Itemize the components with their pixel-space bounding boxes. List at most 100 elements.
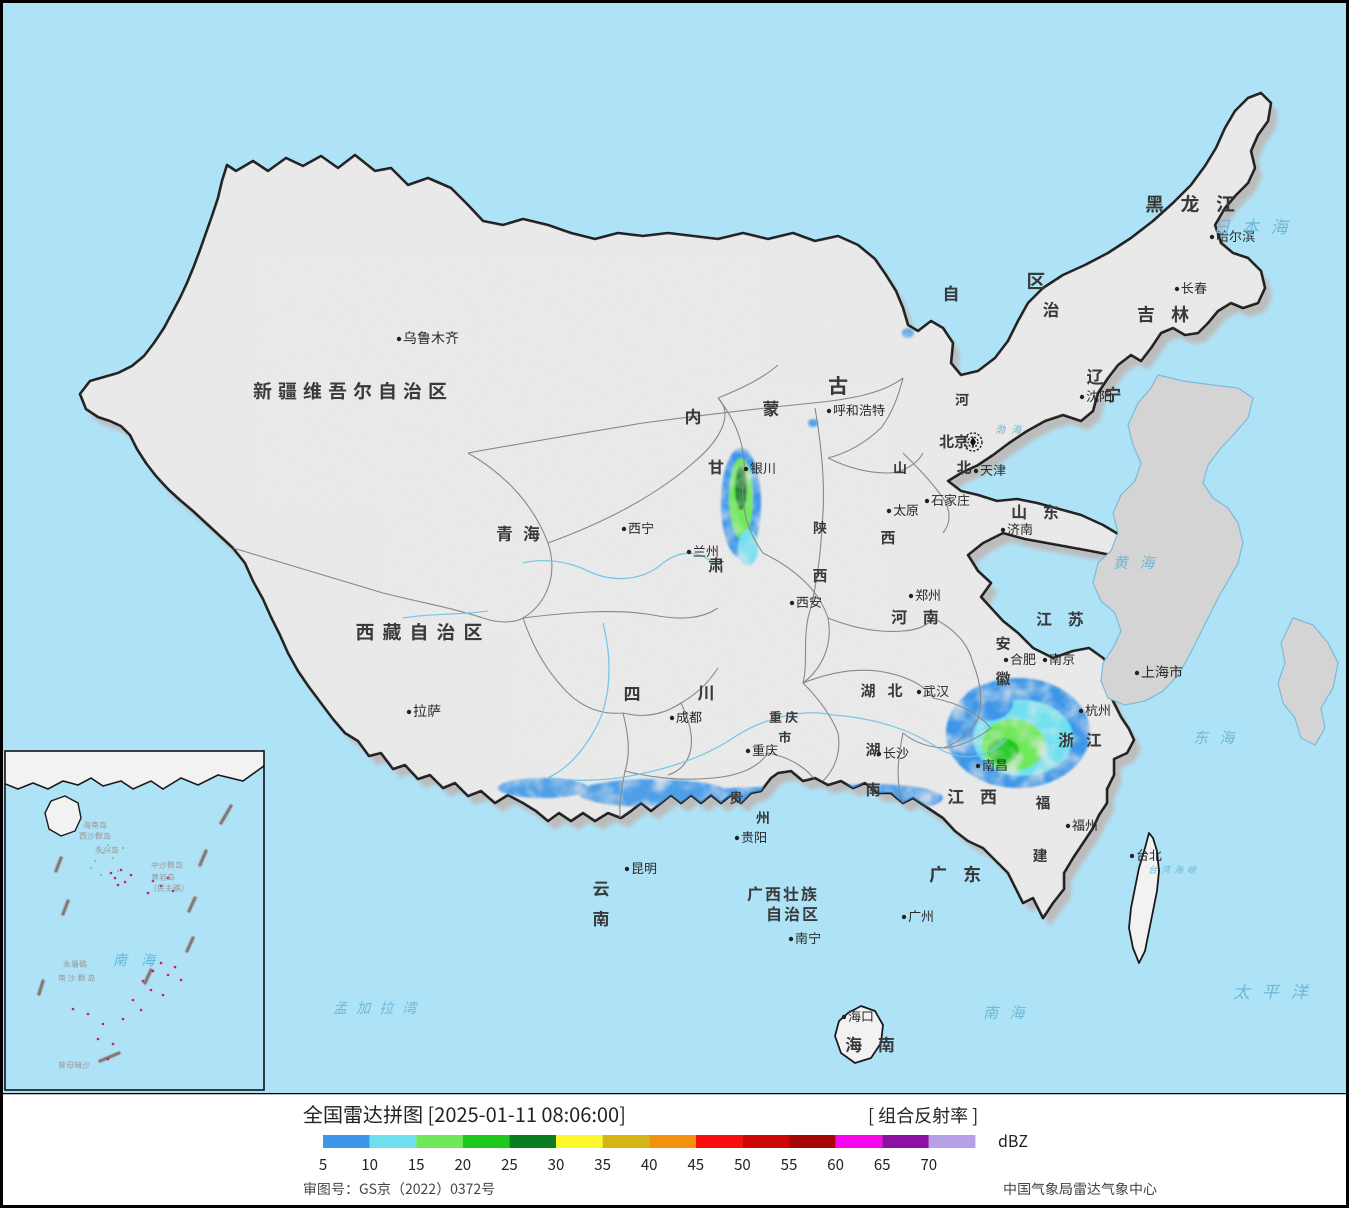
svg-text:自治区: 自治区 [766, 901, 820, 925]
svg-text:65: 65 [874, 1154, 891, 1175]
svg-text:银川: 银川 [750, 458, 776, 477]
svg-text:重庆: 重庆 [769, 707, 801, 726]
svg-text:山: 山 [893, 458, 907, 478]
svg-text:南 沙 群 岛: 南 沙 群 岛 [58, 973, 95, 984]
svg-text:南京: 南京 [1049, 649, 1075, 668]
svg-text:济南: 济南 [1007, 519, 1033, 538]
svg-text:河 南: 河 南 [891, 604, 945, 628]
svg-text:上海市: 上海市 [1141, 662, 1183, 682]
svg-text:市: 市 [778, 727, 791, 746]
svg-text:沈阳: 沈阳 [1086, 386, 1112, 405]
svg-text:西安: 西安 [796, 592, 822, 611]
svg-text:区: 区 [1026, 267, 1045, 294]
svg-text:海口: 海口 [848, 1006, 874, 1025]
svg-text:60: 60 [827, 1154, 844, 1175]
svg-text:川: 川 [698, 679, 715, 704]
svg-text:西沙群岛: 西沙群岛 [79, 831, 111, 842]
svg-text:太 平 洋: 太 平 洋 [1233, 978, 1312, 1003]
svg-text:南 海: 南 海 [113, 950, 157, 970]
svg-text:福: 福 [1035, 792, 1050, 813]
svg-text:55: 55 [781, 1154, 798, 1175]
svg-text:全国雷达拼图 [2025-01-11 08:06:00]: 全国雷达拼图 [2025-01-11 08:06:00] [303, 1099, 626, 1128]
svg-text:35: 35 [594, 1154, 611, 1175]
svg-text:南 海: 南 海 [983, 1002, 1028, 1023]
svg-text:50: 50 [734, 1154, 751, 1175]
svg-text:南: 南 [865, 779, 880, 800]
svg-text:永暑礁: 永暑礁 [63, 959, 87, 970]
svg-text:5: 5 [319, 1154, 327, 1175]
svg-text:合肥: 合肥 [1010, 649, 1036, 668]
svg-text:广 东: 广 东 [929, 861, 987, 887]
svg-text:北: 北 [887, 680, 902, 701]
svg-text:（民主礁）: （民主礁） [149, 883, 189, 894]
svg-text:贵: 贵 [729, 788, 743, 808]
svg-text:长沙: 长沙 [883, 743, 909, 762]
svg-text:古: 古 [828, 370, 848, 399]
svg-text:曾母暗沙: 曾母暗沙 [58, 1060, 90, 1071]
svg-text:渤 海: 渤 海 [995, 421, 1023, 436]
svg-text:中国气象局雷达气象中心: 中国气象局雷达气象中心 [1003, 1179, 1157, 1199]
svg-text:台北: 台北 [1136, 845, 1162, 864]
svg-text:30: 30 [548, 1154, 565, 1175]
svg-text:孟 加 拉 湾: 孟 加 拉 湾 [333, 998, 419, 1018]
svg-text:昆明: 昆明 [631, 858, 657, 877]
svg-text:杭州: 杭州 [1085, 700, 1111, 719]
svg-text:西宁: 西宁 [628, 518, 654, 537]
svg-text:乌鲁木齐: 乌鲁木齐 [403, 328, 459, 348]
svg-text:江 苏: 江 苏 [1036, 606, 1090, 630]
svg-text:海 南: 海 南 [845, 1031, 901, 1056]
svg-text:永兴岛: 永兴岛 [95, 845, 119, 856]
svg-text:太原: 太原 [893, 500, 919, 519]
svg-text:徽: 徽 [995, 668, 1010, 689]
svg-text:青海: 青海 [496, 520, 550, 545]
svg-text:南: 南 [593, 905, 610, 930]
svg-text:兰州: 兰州 [693, 541, 719, 560]
svg-text:陕: 陕 [813, 518, 827, 538]
svg-text:40: 40 [641, 1154, 658, 1175]
svg-text:黄 海: 黄 海 [1113, 552, 1158, 573]
svg-text:北京: 北京 [939, 431, 969, 452]
svg-text:长春: 长春 [1181, 278, 1207, 297]
svg-text:70: 70 [920, 1154, 937, 1175]
svg-text:西: 西 [880, 527, 895, 548]
svg-text:西: 西 [812, 565, 827, 586]
svg-text:江 西: 江 西 [947, 783, 1003, 808]
svg-text:45: 45 [687, 1154, 704, 1175]
svg-text:州: 州 [756, 808, 770, 828]
svg-text:郑州: 郑州 [915, 585, 941, 604]
svg-text:浙 江: 浙 江 [1058, 727, 1106, 751]
svg-text:石家庄: 石家庄 [931, 490, 970, 509]
svg-text:建: 建 [1032, 845, 1047, 866]
svg-text:呼和浩特: 呼和浩特 [833, 400, 885, 419]
svg-text:20: 20 [454, 1154, 471, 1175]
svg-text:吉 林: 吉 林 [1137, 301, 1195, 327]
svg-text:甘: 甘 [708, 454, 724, 478]
svg-text:成都: 成都 [676, 707, 702, 726]
svg-text:自: 自 [943, 280, 960, 305]
svg-text:北: 北 [956, 457, 971, 478]
svg-text:安: 安 [995, 633, 1010, 654]
svg-text:西藏自治区: 西藏自治区 [355, 618, 490, 645]
svg-text:东 海: 东 海 [1193, 727, 1238, 748]
svg-text:10: 10 [361, 1154, 378, 1175]
svg-text:25: 25 [501, 1154, 518, 1175]
svg-text:武汉: 武汉 [923, 681, 949, 700]
svg-text:天津: 天津 [980, 460, 1006, 479]
svg-text:四: 四 [624, 680, 641, 705]
svg-text:福州: 福州 [1072, 815, 1098, 834]
svg-text:南昌: 南昌 [982, 755, 1008, 774]
svg-text:重庆: 重庆 [752, 740, 778, 759]
svg-text:蒙: 蒙 [763, 395, 780, 420]
svg-text:治: 治 [1043, 296, 1060, 321]
svg-text:内: 内 [685, 403, 702, 428]
svg-text:湖: 湖 [865, 739, 880, 760]
svg-text:湖: 湖 [860, 680, 875, 701]
svg-text:审图号：GS京（2022）0372号: 审图号：GS京（2022）0372号 [303, 1179, 495, 1199]
svg-text:广州: 广州 [908, 906, 934, 925]
svg-text:黄岩岛: 黄岩岛 [151, 872, 175, 883]
svg-text:南宁: 南宁 [795, 928, 821, 947]
svg-text:云: 云 [593, 875, 610, 900]
svg-text:日 本 海: 日 本 海 [1213, 213, 1292, 238]
svg-text:新疆维吾尔自治区: 新疆维吾尔自治区 [253, 377, 453, 404]
svg-text:海南岛: 海南岛 [83, 820, 107, 831]
